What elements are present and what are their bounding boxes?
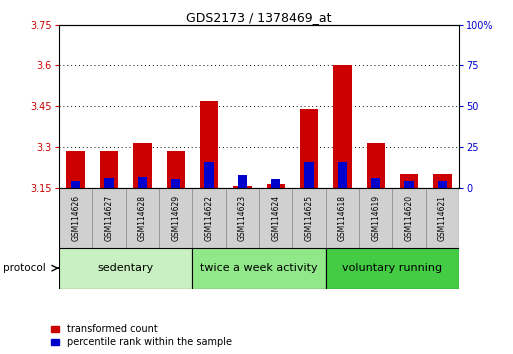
Bar [400, 174, 418, 188]
Bar [392, 188, 426, 248]
Text: GSM114626: GSM114626 [71, 195, 80, 241]
Bar [133, 143, 151, 188]
Bar [233, 186, 251, 188]
Bar [137, 177, 147, 188]
Bar [59, 188, 92, 248]
Bar [167, 151, 185, 188]
Text: voluntary running: voluntary running [342, 263, 443, 273]
Bar [367, 143, 385, 188]
Legend: transformed count, percentile rank within the sample: transformed count, percentile rank withi… [51, 325, 231, 347]
Bar [292, 188, 326, 248]
Title: GDS2173 / 1378469_at: GDS2173 / 1378469_at [186, 11, 332, 24]
Bar [59, 248, 192, 289]
Bar [226, 188, 259, 248]
Bar [200, 101, 218, 188]
Bar [338, 162, 347, 188]
Bar [92, 188, 126, 248]
Bar [359, 188, 392, 248]
Bar [333, 65, 351, 188]
Bar [238, 175, 247, 188]
Bar [259, 188, 292, 248]
Bar [267, 183, 285, 188]
Bar [71, 181, 81, 188]
Text: GSM114629: GSM114629 [171, 195, 180, 241]
Text: GSM114618: GSM114618 [338, 195, 347, 241]
Bar [304, 162, 314, 188]
Bar [159, 188, 192, 248]
Bar [326, 248, 459, 289]
Text: GSM114627: GSM114627 [105, 195, 113, 241]
Bar [67, 151, 85, 188]
Text: GSM114624: GSM114624 [271, 195, 280, 241]
Bar [126, 188, 159, 248]
Bar [171, 179, 181, 188]
Bar [104, 178, 114, 188]
Text: GSM114620: GSM114620 [405, 195, 413, 241]
Bar [326, 188, 359, 248]
Text: GSM114619: GSM114619 [371, 195, 380, 241]
Text: twice a week activity: twice a week activity [200, 263, 318, 273]
Bar [100, 151, 118, 188]
Bar [438, 181, 447, 188]
Text: GSM114621: GSM114621 [438, 195, 447, 241]
Bar [371, 178, 381, 188]
Text: GSM114625: GSM114625 [305, 195, 313, 241]
Bar [404, 181, 414, 188]
Bar [271, 179, 281, 188]
Bar [300, 109, 318, 188]
Bar [204, 162, 214, 188]
Bar [192, 188, 226, 248]
Bar [433, 174, 451, 188]
Bar [192, 248, 326, 289]
Text: sedentary: sedentary [97, 263, 154, 273]
Text: protocol: protocol [3, 263, 45, 273]
Bar [426, 188, 459, 248]
Text: GSM114623: GSM114623 [238, 195, 247, 241]
Text: GSM114622: GSM114622 [205, 195, 213, 241]
Text: GSM114628: GSM114628 [138, 195, 147, 241]
